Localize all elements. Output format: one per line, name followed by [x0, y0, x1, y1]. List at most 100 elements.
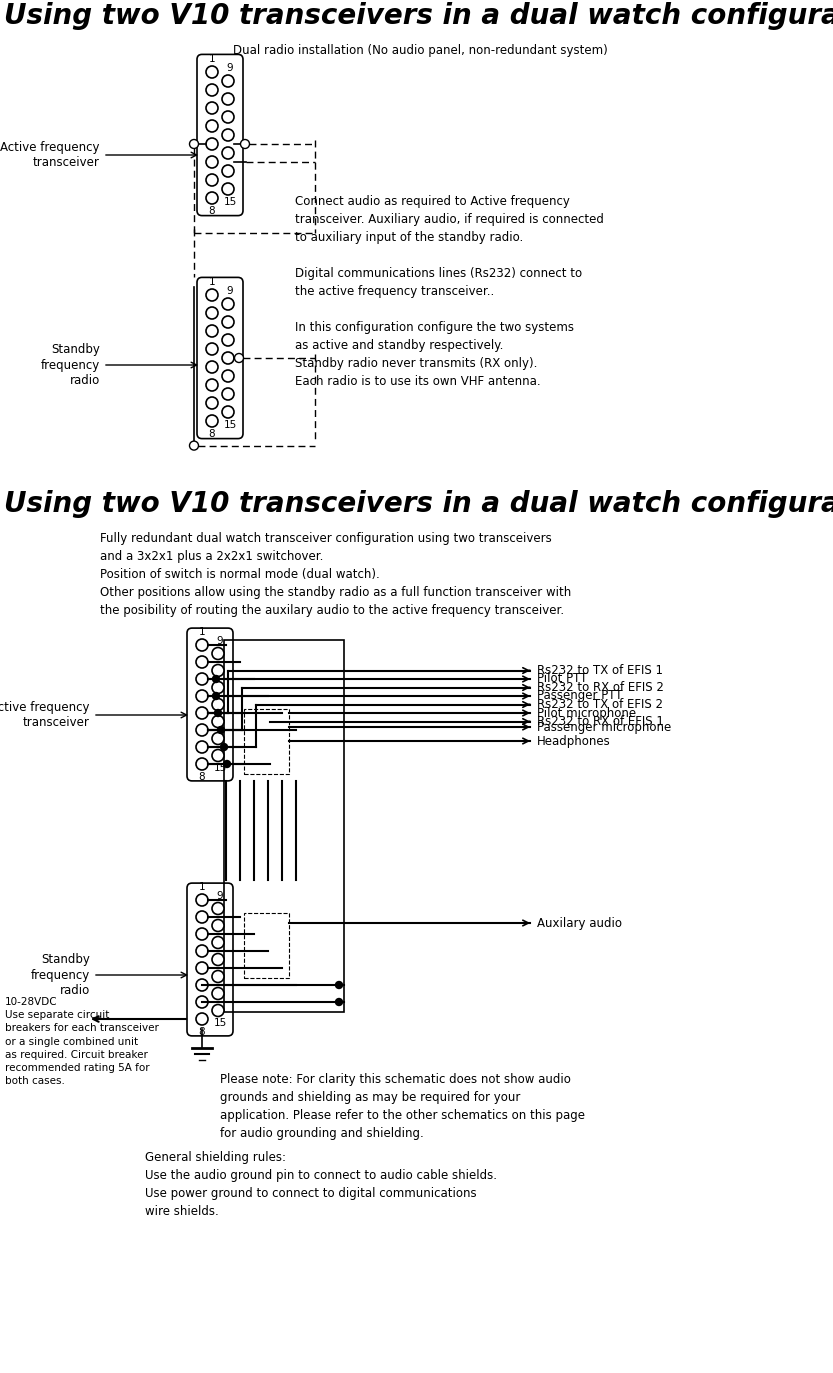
- Circle shape: [222, 129, 234, 141]
- Text: Using two V10 transceivers in a dual watch configuration (2): Using two V10 transceivers in a dual wat…: [4, 490, 833, 518]
- Text: Rs232 to TX of EFIS 1: Rs232 to TX of EFIS 1: [537, 665, 663, 677]
- Circle shape: [212, 936, 224, 949]
- Circle shape: [196, 945, 208, 957]
- Circle shape: [206, 192, 218, 205]
- FancyBboxPatch shape: [197, 277, 243, 438]
- Circle shape: [212, 987, 224, 1000]
- Circle shape: [196, 741, 208, 752]
- FancyBboxPatch shape: [197, 55, 243, 216]
- Circle shape: [206, 325, 218, 336]
- Circle shape: [206, 119, 218, 132]
- Text: 8: 8: [209, 430, 215, 439]
- Circle shape: [222, 334, 234, 346]
- Text: 9: 9: [217, 891, 223, 901]
- Text: 10-28VDC
Use separate circuit
breakers for each transceiver
or a single combined: 10-28VDC Use separate circuit breakers f…: [5, 997, 159, 1086]
- Circle shape: [196, 1013, 208, 1026]
- Circle shape: [196, 656, 208, 669]
- Text: Passenger PTT: Passenger PTT: [537, 689, 622, 703]
- Circle shape: [189, 441, 198, 450]
- Circle shape: [221, 744, 227, 751]
- Text: General shielding rules:
Use the audio ground pin to connect to audio cable shie: General shielding rules: Use the audio g…: [145, 1151, 497, 1218]
- Circle shape: [215, 710, 222, 717]
- Circle shape: [196, 758, 208, 770]
- Text: 1: 1: [209, 54, 215, 65]
- Circle shape: [189, 140, 198, 148]
- Text: Standby
frequency
radio: Standby frequency radio: [41, 343, 100, 387]
- FancyBboxPatch shape: [187, 883, 233, 1035]
- Circle shape: [222, 111, 234, 124]
- Circle shape: [212, 971, 224, 983]
- Circle shape: [212, 953, 224, 965]
- Text: Connect audio as required to Active frequency
transceiver. Auxiliary audio, if r: Connect audio as required to Active freq…: [295, 195, 604, 389]
- Circle shape: [212, 1005, 224, 1016]
- Text: Rs232 to RX of EFIS 1: Rs232 to RX of EFIS 1: [537, 715, 664, 728]
- Text: 8: 8: [209, 206, 215, 216]
- Circle shape: [212, 676, 220, 682]
- Circle shape: [206, 361, 218, 373]
- Circle shape: [222, 76, 234, 86]
- Circle shape: [212, 665, 224, 677]
- Text: Passenger microphone: Passenger microphone: [537, 721, 671, 733]
- Text: Auxilary audio: Auxilary audio: [537, 917, 622, 930]
- Circle shape: [196, 707, 208, 719]
- Text: Fully redundant dual watch transceiver configuration using two transceivers
and : Fully redundant dual watch transceiver c…: [100, 531, 571, 616]
- Bar: [224, 640, 344, 1012]
- Circle shape: [196, 638, 208, 651]
- Text: 9: 9: [227, 286, 233, 297]
- Circle shape: [212, 733, 224, 744]
- Circle shape: [212, 715, 224, 728]
- Circle shape: [196, 894, 208, 906]
- Text: Headphones: Headphones: [537, 735, 611, 747]
- Circle shape: [196, 673, 208, 685]
- Circle shape: [206, 397, 218, 409]
- Bar: [244, 708, 289, 774]
- Circle shape: [212, 692, 220, 699]
- Circle shape: [206, 139, 218, 150]
- Bar: [244, 913, 289, 978]
- Text: Pilot PTT: Pilot PTT: [537, 673, 587, 685]
- Text: 15: 15: [223, 198, 237, 207]
- Circle shape: [222, 406, 234, 417]
- Circle shape: [223, 761, 231, 768]
- Circle shape: [206, 84, 218, 96]
- Circle shape: [196, 912, 208, 923]
- Circle shape: [206, 157, 218, 168]
- Text: Active frequency
transceiver: Active frequency transceiver: [0, 702, 90, 729]
- Circle shape: [222, 351, 234, 364]
- Text: 15: 15: [223, 420, 237, 430]
- Circle shape: [206, 415, 218, 427]
- Circle shape: [196, 962, 208, 973]
- Circle shape: [196, 979, 208, 991]
- Circle shape: [206, 174, 218, 185]
- Text: 1: 1: [199, 627, 205, 637]
- Text: 15: 15: [213, 763, 227, 773]
- Text: Pilot microphone: Pilot microphone: [537, 707, 636, 719]
- FancyBboxPatch shape: [187, 627, 233, 781]
- Text: Standby
frequency
radio: Standby frequency radio: [31, 953, 90, 997]
- Circle shape: [222, 316, 234, 328]
- Circle shape: [212, 648, 224, 659]
- Circle shape: [212, 681, 224, 693]
- Circle shape: [222, 298, 234, 310]
- Text: Rs232 to TX of EFIS 2: Rs232 to TX of EFIS 2: [537, 697, 663, 711]
- Circle shape: [196, 724, 208, 736]
- Text: 9: 9: [217, 636, 223, 645]
- Circle shape: [212, 699, 224, 710]
- Circle shape: [206, 308, 218, 319]
- Circle shape: [206, 379, 218, 391]
- Text: 1: 1: [209, 277, 215, 287]
- Circle shape: [222, 165, 234, 177]
- Text: Rs232 to RX of EFIS 2: Rs232 to RX of EFIS 2: [537, 681, 664, 693]
- Circle shape: [206, 66, 218, 78]
- Circle shape: [212, 750, 224, 762]
- Text: Using two V10 transceivers in a dual watch configuration (1): Using two V10 transceivers in a dual wat…: [4, 1, 833, 30]
- Circle shape: [196, 995, 208, 1008]
- Circle shape: [206, 102, 218, 114]
- Circle shape: [222, 389, 234, 400]
- Circle shape: [196, 928, 208, 941]
- Text: 8: 8: [199, 772, 205, 781]
- Circle shape: [217, 726, 225, 733]
- Text: 8: 8: [199, 1027, 205, 1037]
- Circle shape: [336, 998, 342, 1005]
- Circle shape: [222, 369, 234, 382]
